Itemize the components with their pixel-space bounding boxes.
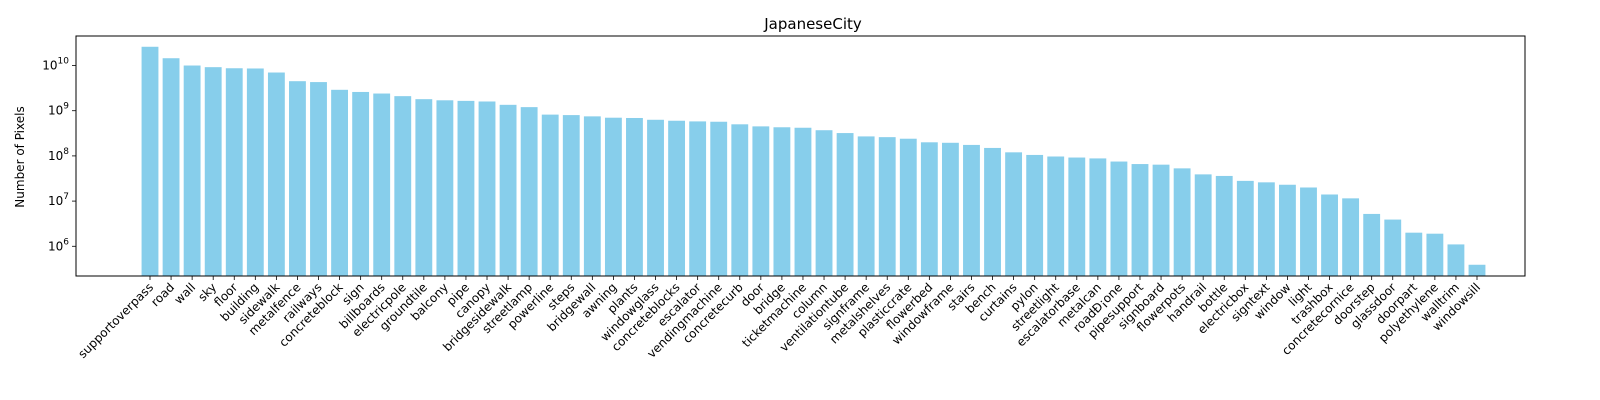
bar-wall <box>183 65 201 277</box>
y-axis-title: Number of Pixels <box>13 106 27 207</box>
bar-ticketmachine <box>794 127 812 277</box>
bar-canopy <box>478 101 496 277</box>
bar-metalfence <box>289 81 306 276</box>
x-tick-label: wall <box>171 280 198 307</box>
bar-steps <box>562 115 580 276</box>
bar-bench <box>984 147 1001 276</box>
bar-railways <box>310 82 327 276</box>
bar-windowsill <box>1468 264 1486 276</box>
y-tick-label: 1010 <box>42 57 69 73</box>
bar-pipesupport <box>1131 164 1149 276</box>
bar-glassdoor <box>1384 219 1402 276</box>
y-tick-label: 109 <box>48 102 69 118</box>
bar-handrail <box>1194 174 1212 276</box>
bars-group <box>141 46 1486 277</box>
x-axis-ticks: supportoverpassroadwallskyfloorbuildings… <box>75 276 1483 361</box>
bar-windowframe <box>941 142 959 276</box>
plot-frame <box>75 35 1526 277</box>
bar-sky <box>204 67 222 276</box>
bar-powerline <box>541 114 559 276</box>
bar-ventilationtube <box>836 133 854 276</box>
bar-roadĐ¡one <box>1110 161 1128 276</box>
bar-awning <box>604 117 622 277</box>
bar-light <box>1300 187 1317 276</box>
bar-vendingmachine <box>710 121 728 277</box>
bar-bottle <box>1215 175 1233 276</box>
bar-flowerbed <box>920 142 938 276</box>
bar-building <box>246 68 264 276</box>
chart-title: JapaneseCity <box>763 15 862 33</box>
bar-escalatorbase <box>1068 157 1086 276</box>
bar-metalshelves <box>878 137 896 276</box>
y-tick-label: 107 <box>48 192 69 208</box>
bar-road <box>162 58 180 277</box>
bar-electricpole <box>394 96 412 277</box>
bar-plants <box>626 117 643 277</box>
bar-signframe <box>857 136 875 276</box>
bar-supportoverpass <box>141 46 159 276</box>
y-tick-label: 106 <box>48 237 69 253</box>
bar-bridgewall <box>583 116 601 276</box>
bar-windowglass <box>647 119 664 276</box>
bar-polyethylene <box>1426 233 1444 276</box>
bar-bridge <box>773 127 791 277</box>
bar-concretecurb <box>731 124 749 276</box>
x-tick-label: supportoverpass <box>75 280 156 361</box>
bar-stairs <box>963 144 980 276</box>
bar-concreteblocks <box>668 120 686 277</box>
bar-walltrim <box>1447 244 1465 276</box>
bar-sign <box>352 91 370 277</box>
bar-streetlight <box>1047 156 1065 276</box>
bar-doorstep <box>1363 213 1381 276</box>
bar-signboard <box>1152 164 1170 276</box>
bar-window <box>1279 184 1296 276</box>
bar-concreteblock <box>331 89 348 276</box>
bar-pylon <box>1026 154 1044 276</box>
bar-concretecornice <box>1342 198 1360 276</box>
bar-curtains <box>1005 152 1023 276</box>
bar-streetlamp <box>520 107 538 276</box>
bar-column <box>815 130 833 276</box>
bar-electricbox <box>1236 180 1254 276</box>
bar-flowerpots <box>1173 168 1191 276</box>
y-tick-label: 108 <box>48 147 69 163</box>
bar-billboards <box>373 93 391 276</box>
bar-trashbox <box>1321 194 1338 276</box>
bar-signtext <box>1257 182 1275 276</box>
bar-groundtile <box>415 99 433 276</box>
y-axis-ticks: 106 107 108 109 1010 <box>42 57 76 253</box>
bar-bridgesidewalk <box>499 104 517 276</box>
bar-metalcan <box>1089 158 1107 276</box>
bar-floor <box>225 68 243 276</box>
bar-sidewalk <box>267 72 285 277</box>
bar-plasticcrate <box>899 138 917 276</box>
bar-pipe <box>457 100 475 276</box>
bar-escalator <box>689 121 707 277</box>
bar-door <box>752 126 770 276</box>
bar-doorpart <box>1405 232 1423 276</box>
bar-balcony <box>436 100 454 276</box>
